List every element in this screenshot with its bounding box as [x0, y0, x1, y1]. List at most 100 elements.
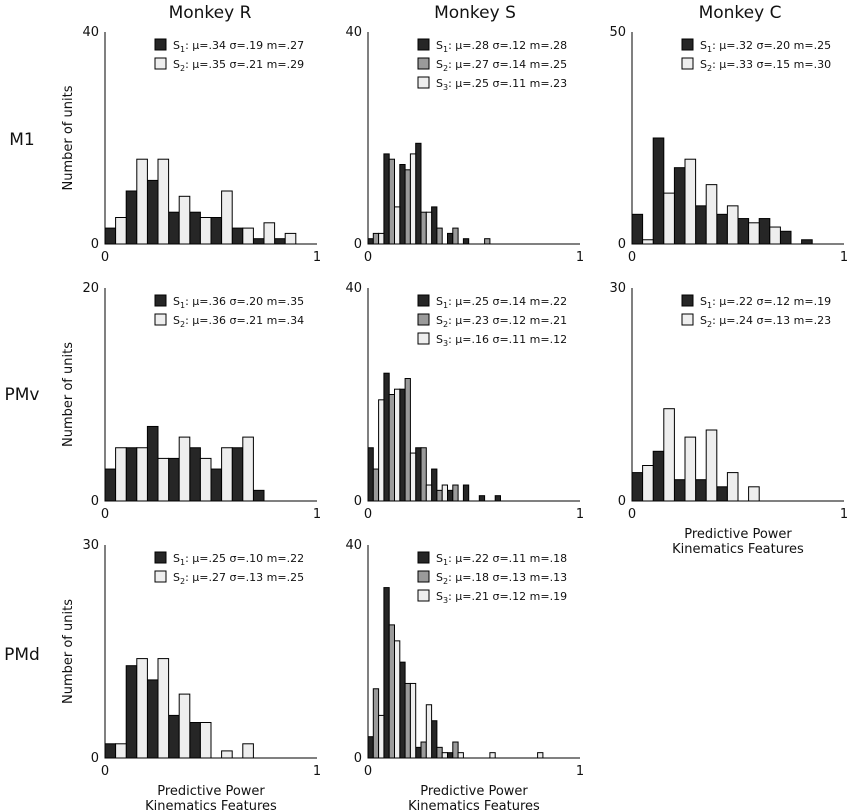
bar-pmv-monkey-s-s2-bin-4 [436, 489, 443, 502]
legend-label-m1-monkey-r-s1: S1: μ=.34 σ=.19 m=.27 [173, 39, 304, 54]
y-tick-label-m1-monkey-s-min: 0 [354, 237, 362, 252]
bar-m1-monkey-r-s1-bin-5 [210, 217, 223, 245]
bar-pmv-monkey-c-s2-bin-2 [684, 436, 697, 502]
bar-m1-monkey-s-s2-bin-0 [372, 232, 380, 245]
y-tick-label-m1-monkey-r-max: 40 [82, 25, 99, 40]
bar-m1-monkey-s-s1-bin-6 [462, 238, 470, 245]
x-tick-label-pmd-monkey-r-min: 0 [101, 764, 109, 779]
y-tick-label-pmv-monkey-r-max: 20 [82, 281, 99, 296]
bar-pmv-monkey-s-s3-bin-3 [425, 484, 433, 502]
bar-m1-monkey-s-s2-bin-7 [484, 238, 491, 245]
x-axis-label-line1-pmv-monkey-c: Predictive Power [684, 527, 792, 542]
bar-m1-monkey-c-s2-bin-4 [726, 205, 739, 245]
x-tick-label-m1-monkey-r-min: 0 [101, 250, 109, 265]
bar-m1-monkey-s-s1-bin-5 [447, 232, 454, 245]
bar-pmv-monkey-r-s1-bin-5 [210, 468, 223, 502]
bar-m1-monkey-s-s2-bin-5 [452, 227, 459, 245]
bar-pmv-monkey-r-s2-bin-0 [115, 447, 127, 502]
y-axis-label-pmv-monkey-r: Number of units [61, 342, 76, 447]
bar-pmd-monkey-r-s2-bin-4 [199, 722, 212, 759]
bar-pmv-monkey-c-s1-bin-2 [673, 479, 686, 502]
bar-m1-monkey-r-s1-bin-4 [189, 211, 201, 245]
bar-pmd-monkey-r-s2-bin-6 [242, 743, 254, 759]
legend-pmd-monkey-s: S1: μ=.22 σ=.11 m=.18 S2: μ=.18 σ=.13 m=.… [417, 551, 567, 605]
bar-pmv-monkey-s-s1-bin-8 [494, 495, 502, 502]
bar-pmv-monkey-s-s2-bin-0 [372, 468, 380, 502]
legend-swatch-m1-monkey-s-s2 [417, 57, 430, 70]
legend-label-pmd-monkey-r-s1: S1: μ=.25 σ=.10 m=.22 [173, 552, 304, 567]
x-tick-label-pmv-monkey-r-min: 0 [101, 507, 109, 522]
bar-pmd-monkey-s-s3-bin-10 [537, 752, 544, 759]
bar-pmd-monkey-s-s2-bin-2 [404, 682, 411, 759]
bar-m1-monkey-s-s1-bin-0 [367, 238, 374, 245]
bar-pmv-monkey-r-s2-bin-3 [178, 436, 191, 502]
x-tick-label-pmd-monkey-r-max: 1 [313, 764, 321, 779]
legend-swatch-pmv-monkey-s-s1 [417, 294, 430, 307]
bar-pmv-monkey-c-s1-bin-4 [716, 486, 728, 502]
y-tick-label-pmd-monkey-s-min: 0 [354, 751, 362, 766]
bar-m1-monkey-r-s2-bin-6 [242, 227, 254, 245]
y-tick-label-pmd-monkey-r-min: 0 [91, 751, 99, 766]
x-tick-label-pmd-monkey-s-max: 1 [576, 764, 584, 779]
legend-pmd-monkey-r: S1: μ=.25 σ=.10 m=.22 S2: μ=.27 σ=.13 m=.… [154, 551, 304, 586]
row-label-m1: M1 [9, 130, 34, 150]
x-tick-label-m1-monkey-c-max: 1 [840, 250, 848, 265]
bar-m1-monkey-s-s3-bin-0 [378, 232, 385, 245]
bar-m1-monkey-s-s2-bin-1 [388, 158, 396, 245]
panel-m1-monkey-r: 0 40 0 1 Number of units S1: μ=.34 σ=.19 m=.2… [61, 25, 321, 265]
bar-pmd-monkey-r-s1-bin-0 [104, 743, 117, 759]
x-tick-label-pmd-monkey-s-min: 0 [364, 764, 372, 779]
x-tick-label-pmv-monkey-c-min: 0 [628, 507, 636, 522]
legend-swatch-pmd-monkey-r-s1 [154, 551, 167, 564]
legend-label-pmd-monkey-s-s2: S2: μ=.18 σ=.13 m=.13 [436, 571, 567, 586]
bar-pmv-monkey-c-s1-bin-3 [695, 479, 707, 502]
x-axis-label-line2-pmd-monkey-s: Kinematics Features [408, 799, 540, 810]
bar-pmd-monkey-r-s2-bin-5 [221, 750, 233, 759]
y-tick-label-pmv-monkey-c-min: 0 [618, 494, 626, 509]
bar-m1-monkey-s-s1-bin-1 [383, 153, 390, 245]
bar-m1-monkey-s-s3-bin-3 [425, 211, 433, 245]
legend-swatch-pmd-monkey-s-s3 [417, 589, 430, 602]
bar-pmv-monkey-c-s2-bin-0 [642, 465, 654, 502]
bar-m1-monkey-c-s1-bin-2 [673, 167, 686, 245]
bar-pmd-monkey-s-s3-bin-0 [378, 714, 385, 759]
legend-label-pmv-monkey-s-s2: S2: μ=.23 σ=.12 m=.21 [436, 314, 567, 329]
legend-label-pmd-monkey-r-s2: S2: μ=.27 σ=.13 m=.25 [173, 571, 304, 586]
bar-m1-monkey-c-s1-bin-3 [695, 205, 707, 245]
bar-m1-monkey-c-s2-bin-0 [642, 239, 654, 245]
bar-pmv-monkey-s-s3-bin-2 [409, 452, 417, 502]
panel-m1-monkey-s: 0 40 0 1 S1: μ=.28 σ=.12 m=.28 S2: μ=.27 σ=.1… [345, 25, 584, 265]
bar-pmv-monkey-r-s1-bin-6 [231, 447, 244, 502]
x-tick-label-pmv-monkey-c-max: 1 [840, 507, 848, 522]
x-tick-label-m1-monkey-r-max: 1 [313, 250, 321, 265]
bar-m1-monkey-s-s2-bin-2 [404, 169, 411, 245]
bar-m1-monkey-r-s2-bin-3 [178, 195, 191, 245]
bar-m1-monkey-c-s1-bin-0 [631, 213, 644, 245]
bar-pmd-monkey-s-s3-bin-1 [394, 640, 401, 759]
x-tick-label-pmv-monkey-s-min: 0 [364, 507, 372, 522]
row-label-pmv: PMv [5, 385, 40, 405]
bar-pmd-monkey-s-s1-bin-0 [367, 736, 374, 759]
bar-pmd-monkey-s-s3-bin-3 [425, 704, 433, 759]
bar-m1-monkey-c-s1-bin-8 [801, 239, 813, 245]
x-axis-label-line1-pmd-monkey-r: Predictive Power [157, 784, 265, 799]
bar-pmd-monkey-r-s2-bin-0 [115, 743, 127, 759]
bar-pmd-monkey-s-s1-bin-1 [383, 587, 390, 759]
legend-label-pmv-monkey-r-s1: S1: μ=.36 σ=.20 m=.35 [173, 295, 304, 310]
legend-swatch-pmv-monkey-s-s3 [417, 332, 430, 345]
bar-pmd-monkey-s-s3-bin-7 [489, 752, 496, 759]
bar-pmv-monkey-r-s1-bin-0 [104, 468, 117, 502]
bar-pmd-monkey-s-s3-bin-2 [409, 682, 417, 759]
bar-pmv-monkey-s-s1-bin-3 [415, 447, 422, 502]
bar-pmd-monkey-r-s1-bin-1 [125, 665, 138, 759]
legend-label-m1-monkey-s-s2: S2: μ=.27 σ=.14 m=.25 [436, 58, 567, 73]
bar-pmv-monkey-r-s2-bin-2 [157, 457, 170, 502]
y-tick-label-m1-monkey-c-min: 0 [618, 237, 626, 252]
bar-pmd-monkey-r-s1-bin-2 [146, 679, 159, 759]
bar-m1-monkey-r-s1-bin-1 [125, 190, 138, 245]
legend-swatch-m1-monkey-r-s1 [154, 38, 167, 51]
bar-m1-monkey-c-s1-bin-7 [779, 230, 792, 245]
bar-pmv-monkey-s-s2-bin-5 [452, 484, 459, 502]
